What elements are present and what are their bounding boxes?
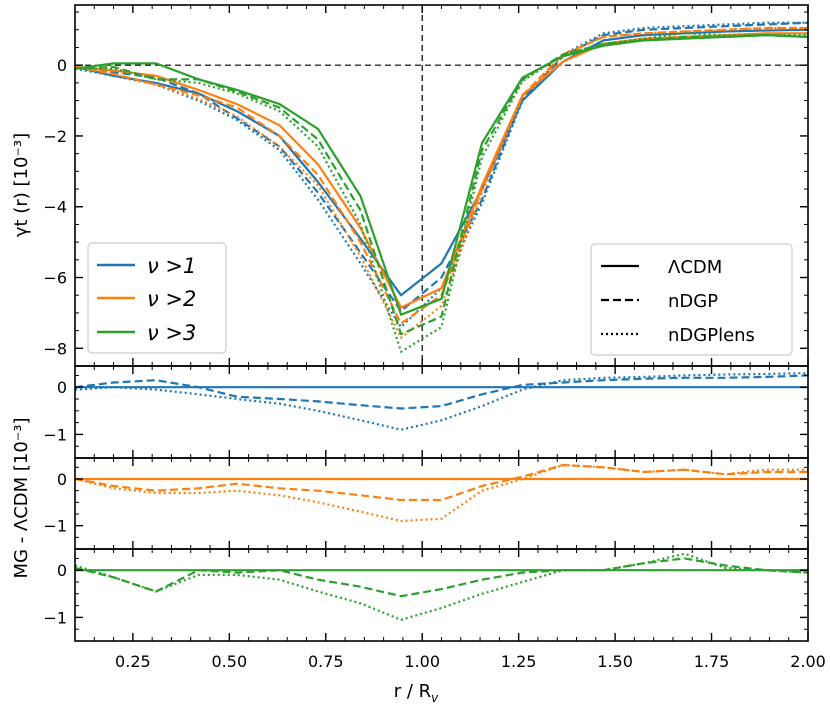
axes-frame bbox=[74, 548, 809, 642]
residual-panel-nu3: 0 −1 0.25 0.50 0.75 1.00 1.25 1.50 1.75 2.00 bbox=[43, 548, 826, 671]
x-tick-label: 0.50 bbox=[212, 652, 248, 671]
legend-label-nu2: ν >2 bbox=[147, 287, 196, 311]
legend-label-ndgplens: nDGPlens bbox=[668, 325, 755, 346]
y-tick-label: 0 bbox=[57, 378, 67, 397]
series-line bbox=[75, 463, 808, 502]
main-panel: 0 −2 −4 −6 −8 bbox=[43, 4, 809, 367]
residual-panel-nu2: 0 −1 bbox=[43, 457, 809, 550]
residual-y-axis-label: MG - ΛCDM [10⁻³] bbox=[11, 417, 32, 578]
legend-model: ΛCDM nDGP nDGPlens bbox=[590, 243, 793, 356]
y-tick-label: −1 bbox=[43, 425, 67, 444]
y-tick-label: −2 bbox=[43, 127, 67, 146]
x-tick-label: 0.75 bbox=[308, 652, 344, 671]
legend-label-lcdm: ΛCDM bbox=[668, 257, 722, 278]
series-line bbox=[75, 32, 808, 353]
y-tick-label: −4 bbox=[43, 198, 67, 217]
legend-model-frame bbox=[590, 243, 793, 356]
y-tick-label: 0 bbox=[57, 56, 67, 75]
x-axis-label-main: r / R bbox=[394, 681, 431, 702]
y-tick-label: 0 bbox=[57, 561, 67, 580]
y-tick-label: −8 bbox=[43, 339, 67, 358]
series-line bbox=[75, 557, 808, 598]
x-tick-label: 1.25 bbox=[501, 652, 537, 671]
series-line bbox=[75, 552, 808, 621]
y-tick-label: 0 bbox=[57, 470, 67, 489]
x-axis-label: r / Rv bbox=[394, 681, 439, 705]
x-tick-label: 1.50 bbox=[597, 652, 633, 671]
series-line bbox=[75, 372, 808, 431]
x-axis-label-sub: v bbox=[431, 691, 439, 705]
series-line bbox=[75, 33, 808, 336]
series-line bbox=[75, 26, 808, 339]
x-tick-label: 1.00 bbox=[404, 652, 440, 671]
y-tick-label: −1 bbox=[43, 608, 67, 627]
residual-panel-nu1: 0 −1 bbox=[43, 365, 809, 459]
series-line bbox=[75, 21, 808, 313]
x-tick-label: 0.25 bbox=[115, 652, 151, 671]
legend-label-nu1: ν >1 bbox=[147, 254, 196, 278]
x-tick-label: 1.75 bbox=[694, 652, 730, 671]
y-tick-label: −6 bbox=[43, 269, 67, 288]
legend-label-ndgp: nDGP bbox=[668, 291, 718, 312]
main-y-axis-label: γt (r) [10⁻³] bbox=[11, 133, 32, 237]
series-line bbox=[75, 463, 808, 523]
x-tick-label: 2.00 bbox=[790, 652, 826, 671]
legend-threshold-frame bbox=[87, 242, 227, 354]
y-tick-label: −1 bbox=[43, 517, 67, 536]
legend-threshold: ν >1 ν >2 ν >3 bbox=[87, 242, 227, 354]
legend-label-nu3: ν >3 bbox=[147, 321, 196, 345]
axes-frame bbox=[74, 365, 809, 459]
